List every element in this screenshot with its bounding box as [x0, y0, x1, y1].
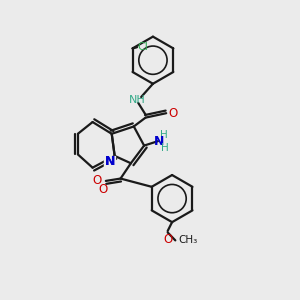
Text: N: N [154, 135, 164, 148]
FancyBboxPatch shape [104, 156, 116, 168]
Text: H: H [160, 130, 168, 140]
Text: Cl: Cl [138, 42, 149, 52]
Text: O: O [163, 233, 172, 246]
Text: O: O [93, 174, 102, 188]
Text: CH₃: CH₃ [179, 236, 198, 245]
Text: H: H [161, 142, 169, 153]
Text: N: N [105, 155, 116, 168]
Text: NH: NH [128, 95, 145, 105]
Text: O: O [169, 107, 178, 120]
Text: N: N [105, 155, 116, 168]
Text: N: N [105, 155, 116, 168]
Text: O: O [98, 183, 107, 196]
